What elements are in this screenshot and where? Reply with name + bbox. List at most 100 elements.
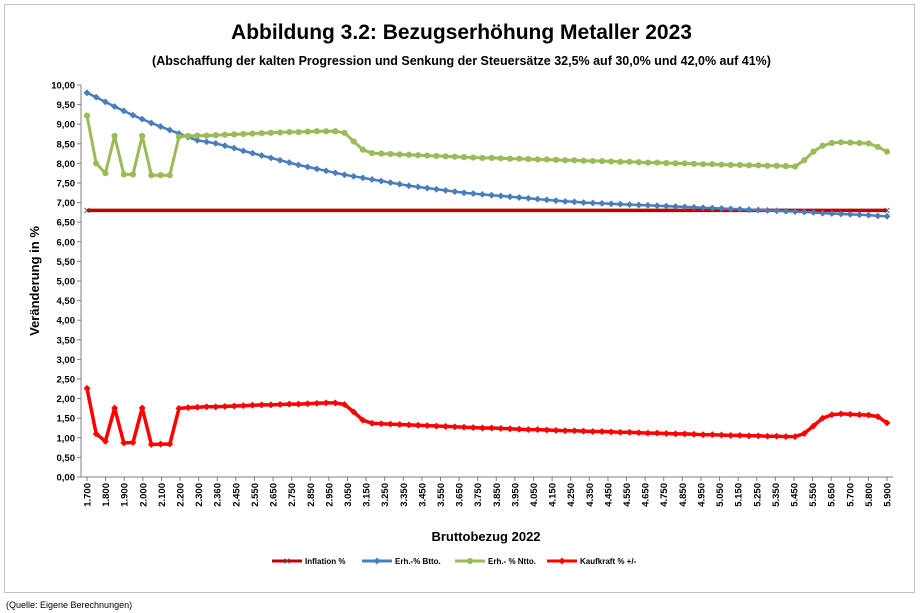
y-axis-label: Veränderung in % [27,226,42,336]
data-point [147,119,155,127]
data-point [552,426,560,434]
data-point [608,158,615,165]
series-layer [83,89,891,449]
data-point [405,421,413,429]
data-point [332,128,339,135]
data-point [580,157,587,164]
data-point [525,155,532,163]
y-tick-label: 5,00 [57,277,76,288]
data-point [101,98,109,106]
data-point [377,420,385,428]
data-point [800,208,808,216]
data-point [552,197,560,205]
data-point [782,207,790,215]
data-point [644,429,652,437]
data-point [331,399,339,407]
x-tick-label: 5.150 [734,483,745,507]
data-point [239,402,247,410]
legend: Inflation % Erh.-% Btto. Erh.- % Ntto. Kauf… [272,557,637,566]
data-point [819,414,827,422]
data-point [717,431,726,439]
data-point [212,403,220,411]
data-point [313,165,321,173]
data-point [497,424,505,432]
data-point [662,202,670,210]
data-point [791,433,799,441]
data-point [635,201,643,209]
data-point [221,402,229,410]
data-point [690,430,698,438]
data-point [745,162,753,169]
data-point [166,172,173,179]
series-3 [83,112,891,179]
data-point [506,425,514,433]
x-tick-label: 3.650 [455,483,466,507]
data-point [718,161,725,168]
chart-frame [4,4,915,593]
x-tick-label: 2.850 [306,483,317,507]
data-point [736,431,744,440]
data-point [635,429,643,437]
data-point [561,197,569,205]
data-point [194,132,201,139]
x-tick-label: 2.650 [269,483,280,507]
series-2 [83,89,891,220]
data-point [386,420,395,428]
data-point [791,163,799,170]
data-point [883,148,891,155]
data-point [883,212,891,220]
axes: 0,00 0,50 1,00 1,50 2,00 2,50 3,00 3,50 4,00 4,50… [51,81,893,507]
data-point [92,93,100,101]
data-point [515,425,523,433]
data-point [258,130,265,137]
legend-marker [284,558,290,564]
x-tick-label: 4.150 [548,483,559,507]
data-point [782,163,789,170]
data-point [368,175,376,184]
y-tick-label: 1,00 [57,433,76,444]
y-tick-label: 6,00 [57,237,76,248]
y-tick-label: 9,50 [57,100,76,111]
data-point [478,424,486,432]
x-tick-label: 2.200 [176,483,187,507]
x-tick-label: 4.750 [659,483,670,507]
data-point [111,132,118,140]
data-point [129,438,137,447]
y-tick-label: 4,00 [57,316,76,327]
data-point [846,410,854,418]
data-point [874,413,882,421]
data-point [865,211,873,219]
data-point [598,199,606,207]
data-point [249,130,256,137]
chart-subtitle: (Abschaffung der kalten Progression und … [152,54,771,68]
data-point [193,403,201,411]
data-point [240,130,247,138]
x-tick-label: 4.950 [696,483,707,507]
data-point [562,157,569,164]
data-point [277,129,284,136]
data-point [239,147,247,155]
y-tick-label: 0,50 [57,453,76,464]
data-point [754,206,762,214]
data-point [534,156,541,163]
series-4 [83,384,891,449]
data-point [460,154,468,161]
data-point [671,202,680,211]
data-point [157,122,165,131]
data-point [654,159,661,166]
x-tick-label: 4.450 [603,483,614,507]
data-point [193,136,201,144]
data-point [83,89,91,97]
data-point [782,433,790,441]
data-point [617,158,624,165]
data-point [506,193,514,201]
x-tick-label: 2.950 [324,483,335,507]
data-point [442,422,450,430]
data-point [285,159,293,167]
data-point [534,195,542,203]
data-point [625,428,634,436]
data-point [644,201,652,209]
data-point [386,179,395,187]
data-point [488,424,496,432]
legend-marker [466,557,474,565]
